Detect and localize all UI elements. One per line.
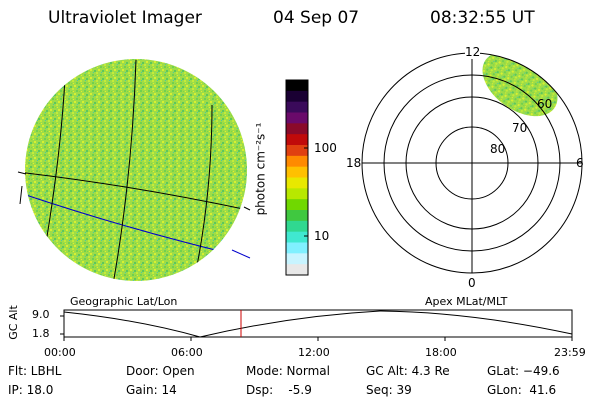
latitude-line [25, 171, 247, 211]
colorbar-segment [286, 90, 308, 103]
geomag-line-edge [231, 249, 251, 259]
mlt-label-0: 0 [468, 276, 476, 290]
status-gain: Gain: 14 [126, 383, 177, 397]
colorbar-segment [286, 112, 308, 124]
colorbar [285, 79, 309, 276]
status-dsp: Dsp: -5.9 [246, 383, 312, 397]
colorbar-frame [285, 79, 309, 276]
mlt-label-18: 18 [346, 156, 362, 170]
colorbar-segment [286, 242, 308, 254]
polar-plot [361, 52, 583, 274]
instrument-title: Ultraviolet Imager [48, 8, 202, 28]
mlt-label-6: 6 [576, 156, 584, 170]
status-ip: IP: 18.0 [8, 383, 54, 397]
time-label: 08:32:55 UT [430, 8, 535, 28]
colorbar-unit-label: photon cm⁻²s⁻¹ [253, 122, 268, 216]
lon-line-edge [19, 185, 23, 205]
colorbar-segment [286, 80, 308, 92]
gc-alt-axis-title: GC Alt [6, 305, 20, 340]
status-gc-alt: GC Alt: 4.3 Re [366, 364, 450, 378]
status-flt: Flt: LBHL [8, 364, 62, 378]
status-glon: GLon: 41.6 [487, 383, 557, 397]
colorbar-segment [286, 145, 308, 157]
colorbar-segment [286, 177, 308, 189]
status-seq: Seq: 39 [366, 383, 412, 397]
lat-line-edge-right [243, 206, 251, 211]
timeline-plot [60, 309, 573, 341]
colorbar-segment [286, 155, 308, 168]
colorbar-segment [286, 134, 308, 146]
mlat-label-60: 60 [537, 97, 553, 111]
auroral-region [482, 53, 558, 117]
colorbar-segment [286, 123, 308, 135]
x-tick-label: 12:00 [298, 346, 330, 359]
status-glat: GLat: −49.6 [487, 364, 560, 378]
status-mode: Mode: Normal [246, 364, 330, 378]
y-tick-label-9: 9.0 [32, 308, 50, 321]
mlat-label-70: 70 [512, 121, 528, 135]
mlt-label-12: 12 [465, 45, 481, 59]
colorbar-segment [286, 166, 308, 178]
colorbar-segment [286, 188, 308, 200]
colorbar-segment [286, 199, 308, 211]
apex-label: Apex MLat/MLT [425, 295, 508, 308]
longitude-line [111, 59, 137, 281]
altitude-curve [63, 310, 573, 338]
earth-disk [25, 59, 247, 281]
x-tick-label: 18:00 [425, 346, 457, 359]
x-tick-label: 00:00 [44, 346, 76, 359]
geographic-label: Geographic Lat/Lon [70, 295, 178, 308]
colorbar-segment [286, 231, 308, 243]
mlat-label-80: 80 [490, 142, 506, 156]
colorbar-segment [286, 101, 308, 113]
colorbar-segment [286, 253, 308, 265]
y-tick-label-1.8: 1.8 [32, 327, 50, 340]
colorbar-tick-10: 10 [314, 229, 330, 243]
colorbar-tick-100: 100 [314, 141, 337, 155]
geographic-image [17, 59, 251, 281]
x-tick-label: 06:00 [171, 346, 203, 359]
colorbar-segment [286, 210, 308, 222]
date-label: 04 Sep 07 [273, 8, 360, 28]
colorbar-segment [286, 264, 308, 276]
status-door: Door: Open [126, 364, 195, 378]
x-tick-label: 23:59 [554, 346, 586, 359]
colorbar-segment [286, 220, 308, 233]
lat-line-edge [17, 171, 27, 175]
